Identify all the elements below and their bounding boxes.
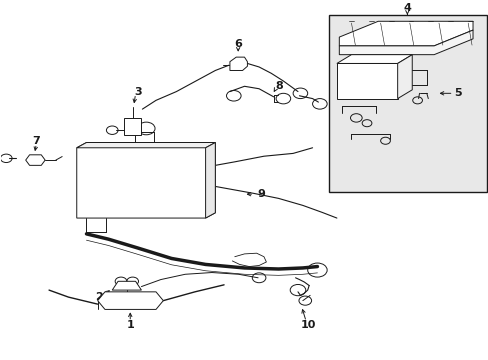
Bar [123, 118, 141, 135]
Text: 8: 8 [275, 81, 283, 91]
Text: 1: 1 [126, 320, 134, 330]
Polygon shape [339, 21, 472, 46]
Polygon shape [339, 30, 472, 55]
Bar [328, 15, 486, 192]
Text: 10: 10 [301, 320, 316, 330]
Bar [336, 63, 397, 99]
Polygon shape [77, 143, 215, 218]
Polygon shape [112, 281, 141, 290]
Text: 9: 9 [257, 189, 265, 199]
Polygon shape [205, 143, 215, 218]
Polygon shape [229, 57, 247, 71]
Polygon shape [98, 292, 163, 309]
Text: 2: 2 [95, 292, 102, 302]
Text: 7: 7 [33, 136, 40, 147]
Polygon shape [26, 155, 45, 165]
Text: 4: 4 [403, 3, 410, 13]
Text: 6: 6 [234, 39, 242, 49]
Text: 3: 3 [134, 86, 142, 96]
Text: 5: 5 [454, 88, 461, 98]
Polygon shape [397, 55, 411, 99]
Polygon shape [336, 55, 411, 63]
Polygon shape [77, 143, 215, 148]
